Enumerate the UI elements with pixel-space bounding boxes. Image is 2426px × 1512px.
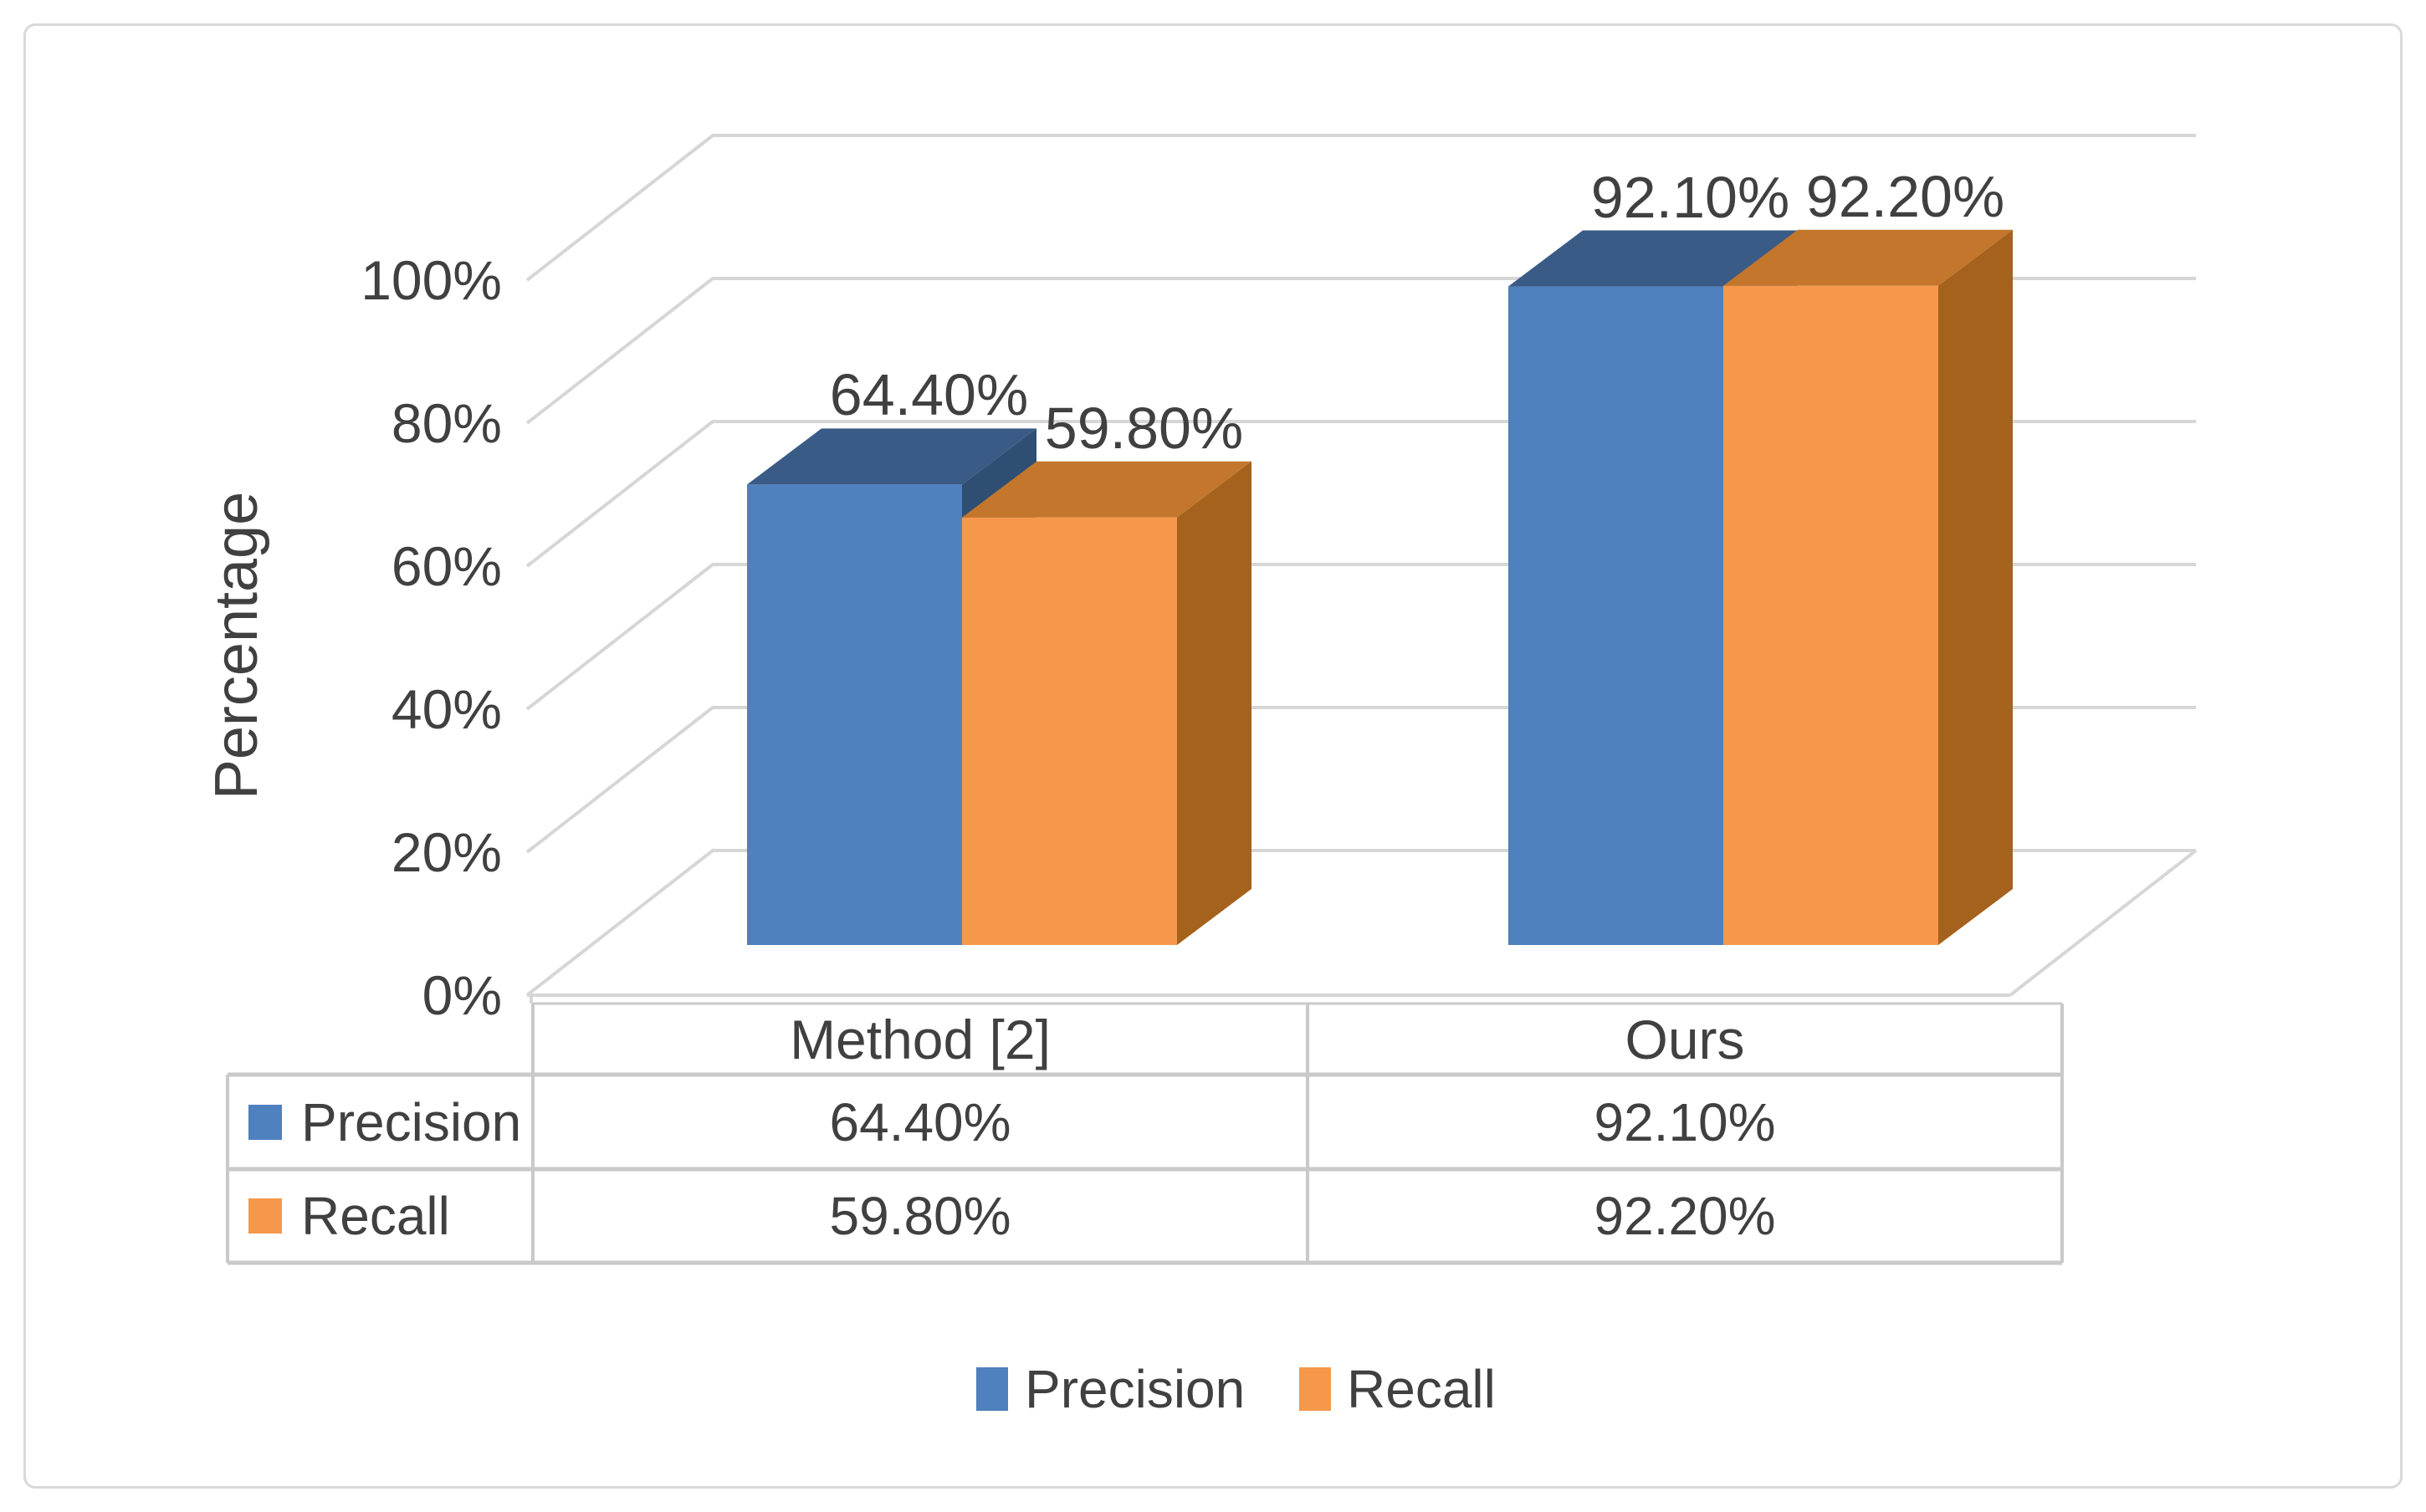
table-row-header-Recall: Recall: [301, 1186, 450, 1246]
bar-front-Recall-Ours: [1723, 285, 1938, 945]
table-cell-Precision-0: 64.40%: [829, 1091, 1011, 1152]
category-label-Ours: Ours: [1625, 1008, 1745, 1070]
data-label-Precision-Method [2]: 64.40%: [829, 362, 1029, 428]
y-tick-label-40%: 40%: [391, 678, 502, 740]
bar-top-Precision-Ours: [1508, 230, 1798, 287]
table-cell-Recall-0: 59.80%: [829, 1186, 1011, 1246]
bar-top-Precision-Method [2]: [747, 428, 1036, 485]
gridline-100%: [525, 134, 2196, 282]
table-series-key-Precision: [248, 1104, 282, 1140]
table-cell-Precision-1: 92.10%: [1594, 1091, 1776, 1152]
category-label-Method [2]: Method [2]: [790, 1008, 1051, 1070]
floor-right-edge: [2009, 849, 2198, 997]
y-tick-label-100%: 100%: [361, 249, 502, 311]
bar-side-Recall-Ours: [1938, 229, 2013, 945]
data-label-Recall-Method [2]: 59.80%: [1044, 395, 1244, 461]
data-label-Recall-Ours: 92.20%: [1805, 163, 2005, 229]
y-tick-label-80%: 80%: [391, 392, 502, 454]
bar-front-Precision-Ours: [1508, 286, 1723, 945]
data-label-Precision-Ours: 92.10%: [1590, 164, 1790, 230]
bar-front-Precision-Method [2]: [747, 484, 962, 945]
bar-top-Recall-Ours: [1723, 229, 2013, 286]
y-tick-label-0%: 0%: [422, 964, 502, 1026]
y-tick-label-20%: 20%: [391, 821, 502, 883]
bar-top-Recall-Method [2]: [962, 461, 1251, 518]
table-cell-Recall-1: 92.20%: [1594, 1186, 1776, 1246]
table-row-header-Precision: Precision: [301, 1091, 522, 1152]
y-tick-label-60%: 60%: [391, 535, 502, 597]
table-series-key-Recall: [248, 1198, 282, 1234]
bar-front-Recall-Method [2]: [962, 517, 1177, 945]
bar-side-Recall-Method [2]: [1177, 461, 1251, 945]
